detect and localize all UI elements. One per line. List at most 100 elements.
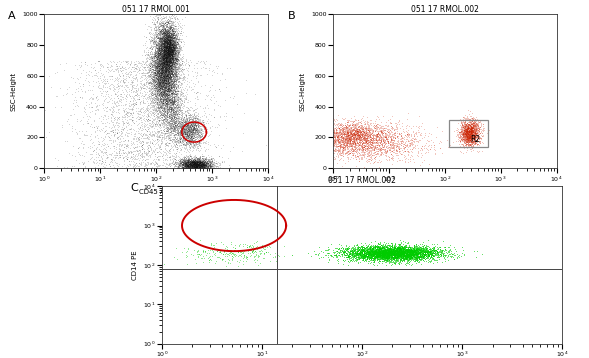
Point	[174, 82, 183, 88]
Point	[175, 114, 184, 120]
Point	[140, 49, 149, 55]
Point	[159, 43, 168, 49]
Point	[214, 254, 223, 260]
Point	[392, 138, 401, 144]
Point	[469, 121, 478, 127]
Point	[167, 55, 177, 61]
Point	[469, 136, 479, 142]
Point	[164, 86, 173, 91]
Point	[160, 61, 170, 67]
Point	[97, 79, 107, 85]
Point	[168, 106, 178, 111]
Point	[186, 153, 195, 159]
Point	[170, 101, 179, 107]
Point	[378, 253, 388, 259]
Point	[161, 55, 170, 61]
Point	[203, 164, 212, 169]
Point	[391, 258, 400, 264]
Point	[170, 91, 179, 97]
Point	[332, 251, 341, 257]
Point	[196, 161, 205, 167]
Point	[197, 165, 206, 171]
Point	[171, 37, 180, 43]
Point	[382, 252, 391, 258]
Point	[163, 72, 172, 78]
Point	[186, 251, 196, 257]
Point	[200, 160, 209, 166]
Point	[196, 164, 206, 170]
Point	[196, 159, 205, 165]
Point	[170, 163, 179, 169]
Point	[158, 83, 167, 88]
Point	[160, 57, 169, 62]
Point	[153, 99, 163, 105]
Point	[177, 135, 186, 140]
Point	[167, 47, 176, 53]
Point	[345, 139, 354, 145]
Point	[135, 148, 144, 154]
Point	[194, 134, 204, 140]
Point	[348, 127, 357, 133]
Point	[69, 106, 78, 111]
Point	[188, 117, 197, 123]
Point	[138, 142, 147, 148]
Point	[381, 255, 391, 260]
Point	[158, 75, 167, 81]
Point	[162, 55, 171, 61]
Point	[374, 134, 383, 139]
Point	[418, 146, 427, 152]
Point	[164, 162, 174, 168]
Point	[124, 159, 133, 164]
Point	[135, 152, 145, 158]
Point	[380, 250, 390, 256]
Point	[177, 66, 187, 72]
Point	[161, 53, 170, 58]
Point	[173, 102, 183, 108]
Point	[466, 128, 476, 134]
Point	[193, 158, 203, 164]
Point	[373, 251, 382, 257]
Point	[118, 114, 127, 120]
Point	[180, 158, 190, 164]
Point	[190, 141, 199, 146]
Point	[170, 55, 179, 61]
Point	[389, 248, 398, 254]
Point	[413, 152, 422, 158]
Point	[168, 90, 177, 96]
Point	[181, 60, 190, 66]
Point	[414, 251, 423, 257]
Point	[351, 131, 360, 136]
Point	[133, 129, 143, 134]
Point	[164, 132, 174, 138]
Point	[462, 134, 472, 140]
Point	[356, 130, 365, 136]
Point	[145, 76, 155, 82]
Point	[156, 74, 166, 80]
Point	[158, 99, 168, 105]
Point	[167, 54, 176, 60]
Point	[153, 156, 163, 162]
Point	[190, 125, 200, 131]
Point	[345, 251, 354, 257]
Point	[407, 139, 416, 144]
Point	[169, 155, 178, 161]
Point	[166, 140, 175, 145]
Point	[160, 22, 170, 28]
Point	[111, 137, 120, 142]
Point	[169, 139, 178, 145]
Point	[455, 136, 464, 141]
Point	[163, 117, 172, 123]
Point	[168, 130, 177, 136]
Point	[182, 113, 191, 119]
Point	[194, 156, 204, 162]
Point	[383, 253, 392, 259]
Point	[339, 145, 348, 151]
Point	[195, 160, 204, 166]
Point	[114, 95, 123, 101]
Point	[322, 147, 332, 153]
Point	[155, 64, 165, 70]
Point	[184, 159, 193, 165]
Point	[421, 251, 431, 257]
Point	[165, 47, 174, 52]
Point	[182, 165, 191, 171]
